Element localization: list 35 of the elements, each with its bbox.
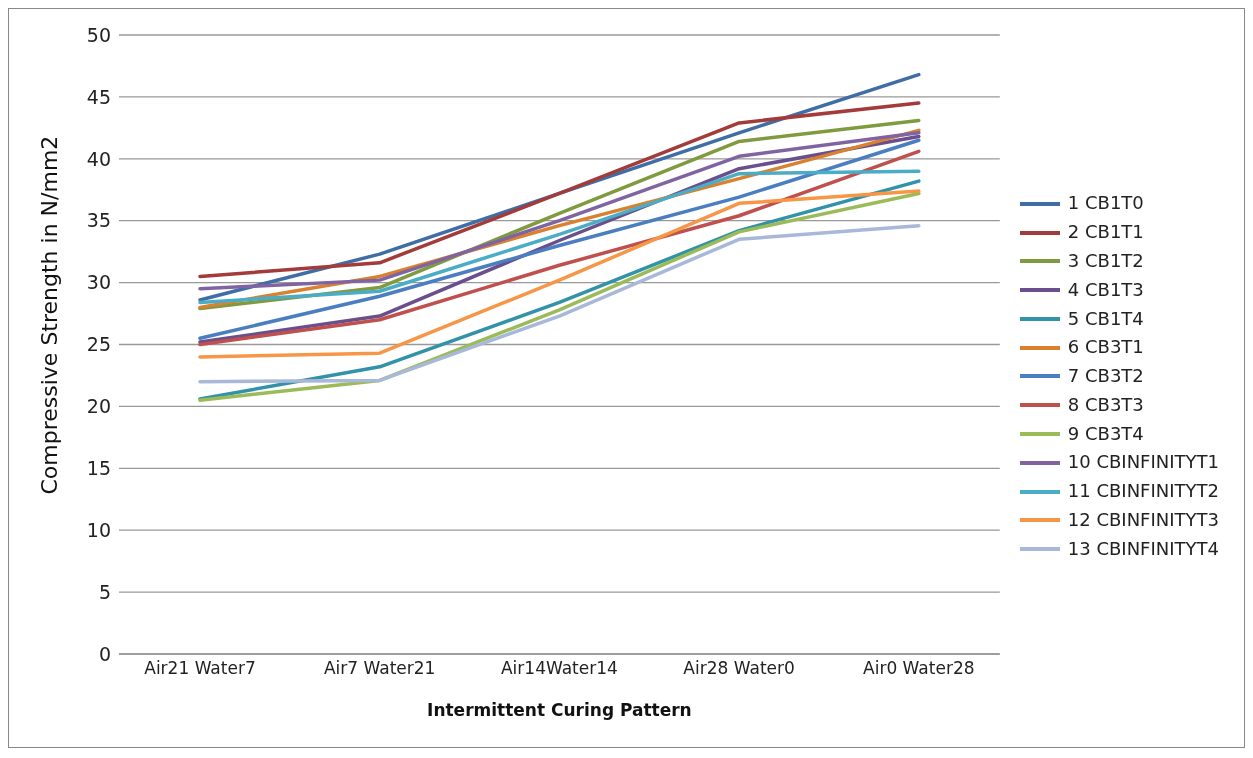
legend-label: 13 CBINFINITYT4 [1067,536,1219,561]
line-series [198,223,921,384]
legend-label: 3 CB1T2 [1067,248,1144,273]
legend-label: 5 CB1T4 [1067,306,1144,331]
x-tick-label: Air0 Water28 [863,658,975,679]
legend-label: 9 CB3T4 [1067,421,1144,446]
line-series [198,189,921,359]
y-tick-label: 30 [86,271,111,294]
y-tick-label: 45 [86,85,111,108]
legend-label: 2 CB1T1 [1067,220,1144,245]
line-series [198,101,921,279]
y-tick-label: 5 [98,580,111,603]
x-axis-title: Intermittent Curing Pattern [427,700,692,720]
y-tick-label: 10 [86,518,111,541]
y-tick-label: 40 [86,147,111,170]
x-tick-label: Air7 Water21 [323,658,436,679]
y-tick-label: 35 [86,209,111,232]
legend-label: 11 CBINFINITYT2 [1067,479,1219,504]
line-series [198,169,921,305]
y-tick-label: 20 [86,395,111,418]
legend-label: 10 CBINFINITYT1 [1067,450,1219,475]
x-tick-label: Air28 Water0 [683,658,795,679]
legend-label: 4 CB1T3 [1067,277,1144,302]
y-axis-title: Compressive Strength in N/mm2 [36,135,62,495]
x-tick-label: Air14Water14 [500,658,618,679]
y-tick-label: 15 [86,457,111,480]
legend-label: 1 CB1T0 [1067,191,1144,216]
y-tick-label: 25 [86,333,111,356]
legend-label: 8 CB3T3 [1067,392,1144,417]
legend-label: 12 CBINFINITYT3 [1067,508,1219,533]
legend-label: 6 CB3T1 [1067,335,1144,360]
x-tick-label: Air21 Water7 [144,658,256,679]
y-tick-label: 0 [98,642,111,665]
legend-label: 7 CB3T2 [1067,364,1144,389]
y-tick-label: 50 [86,23,111,46]
